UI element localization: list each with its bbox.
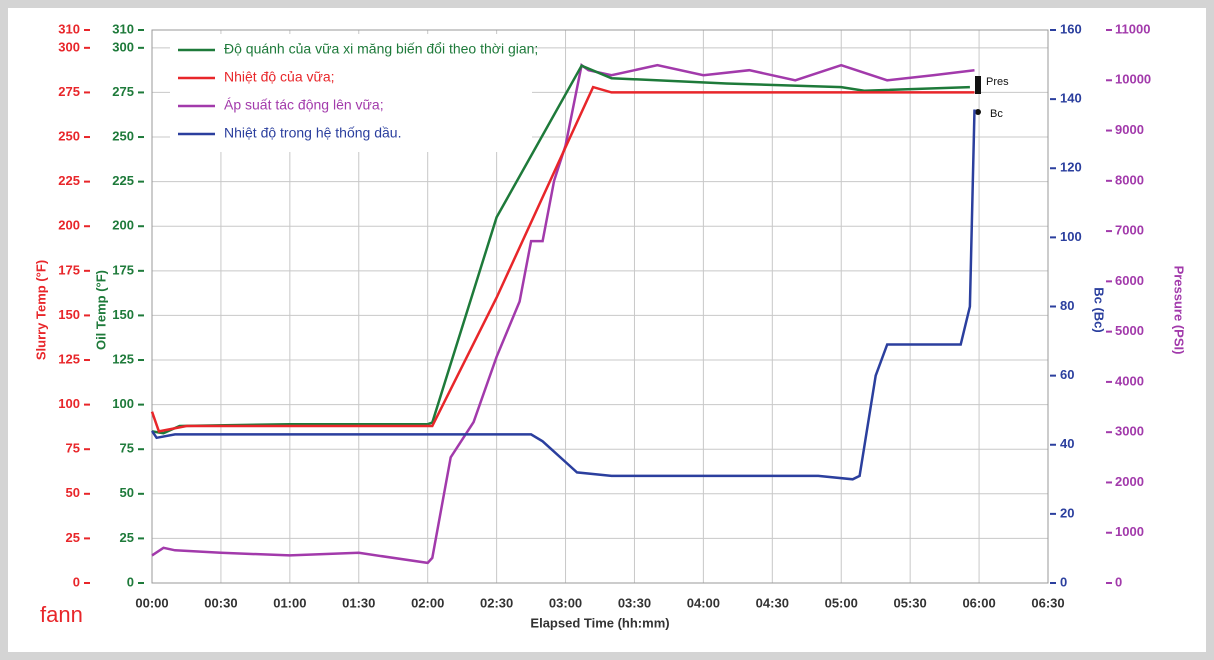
- y3-tick-label: 7000: [1115, 223, 1144, 238]
- y-tick-label: 200: [112, 218, 134, 233]
- y3-axis-title: Pressure (PSI): [1172, 266, 1187, 355]
- y-tick-label: 310: [58, 21, 80, 36]
- x-tick-label: 03:00: [549, 595, 582, 610]
- y-axis-title: Slurry Temp (°F): [33, 260, 48, 360]
- y3-tick-label: 2000: [1115, 474, 1144, 489]
- y2-tick-label: 100: [1060, 229, 1082, 244]
- y-tick-label: 250: [58, 128, 80, 143]
- y-tick-label: 310: [112, 21, 134, 36]
- end-marker: [975, 109, 981, 115]
- y-tick-label: 175: [112, 262, 134, 277]
- y3-tick-label: 10000: [1115, 72, 1151, 87]
- y3-tick-label: 4000: [1115, 373, 1144, 388]
- y-tick-label: 100: [112, 396, 134, 411]
- y3-tick-label: 3000: [1115, 424, 1144, 439]
- y-tick-label: 125: [58, 351, 80, 366]
- y3-tick-label: 9000: [1115, 122, 1144, 137]
- y-tick-label: 275: [58, 84, 80, 99]
- x-tick-label: 06:30: [1031, 595, 1064, 610]
- y-tick-label: 150: [112, 307, 134, 322]
- y2-tick-label: 120: [1060, 160, 1082, 175]
- x-axis-title: Elapsed Time (hh:mm): [530, 615, 669, 630]
- y-tick-label: 75: [66, 441, 80, 456]
- y-tick-label: 200: [58, 218, 80, 233]
- x-tick-label: 00:00: [135, 595, 168, 610]
- y-tick-label: 25: [120, 530, 134, 545]
- x-tick-label: 04:30: [756, 595, 789, 610]
- y2-tick-label: 160: [1060, 21, 1082, 36]
- series-line: [151, 64, 970, 435]
- x-tick-label: 03:30: [618, 595, 651, 610]
- x-tick-label: 00:30: [204, 595, 237, 610]
- y2-tick-label: 80: [1060, 298, 1074, 313]
- y-tick-label: 225: [112, 173, 134, 188]
- y3-tick-label: 0: [1115, 574, 1122, 589]
- y2-tick-label: 40: [1060, 436, 1074, 451]
- y-tick-label: 0: [127, 574, 134, 589]
- y2-tick-label: 60: [1060, 367, 1074, 382]
- x-tick-label: 06:00: [962, 595, 995, 610]
- plot-area: [151, 29, 1049, 584]
- y-tick-label: 250: [112, 128, 134, 143]
- x-tick-label: 05:30: [894, 595, 927, 610]
- x-tick-label: 05:00: [825, 595, 858, 610]
- y-tick-label: 75: [120, 441, 134, 456]
- end-marker: [975, 76, 981, 94]
- x-tick-label: 02:30: [480, 595, 513, 610]
- series-line: [150, 85, 975, 433]
- y-tick-label: 125: [112, 351, 134, 366]
- y2-tick-label: 0: [1060, 574, 1067, 589]
- x-tick-label: 04:00: [687, 595, 720, 610]
- y2-tick-label: 20: [1060, 505, 1074, 520]
- y-axis-title: Oil Temp (°F): [93, 270, 108, 350]
- legend-box: [170, 34, 532, 152]
- y-tick-label: 225: [58, 173, 80, 188]
- y-tick-label: 50: [120, 485, 134, 500]
- y2-axis-title: Bc (Bc): [1092, 287, 1107, 333]
- y2-tick-label: 140: [1060, 91, 1082, 106]
- x-tick-label: 01:00: [273, 595, 306, 610]
- y-tick-label: 25: [66, 530, 80, 545]
- legend-label: Nhiệt độ trong hệ thống dầu.: [224, 125, 401, 141]
- legend-label: Áp suất tác động lên vữa;: [224, 97, 384, 113]
- x-tick-label: 01:30: [342, 595, 375, 610]
- logo: fann: [40, 602, 83, 627]
- annotation: Pres: [986, 76, 1009, 88]
- y3-tick-label: 1000: [1115, 524, 1144, 539]
- legend-label: Nhiệt độ của vữa;: [224, 69, 335, 85]
- y-tick-label: 300: [112, 39, 134, 54]
- series-line: [151, 63, 975, 565]
- y-tick-label: 100: [58, 396, 80, 411]
- y3-tick-label: 6000: [1115, 273, 1144, 288]
- series-line: [150, 109, 976, 481]
- y-tick-label: 150: [58, 307, 80, 322]
- y-tick-label: 50: [66, 485, 80, 500]
- legend-label: Độ quánh của vữa xi măng biến đổi theo t…: [224, 41, 538, 57]
- x-tick-label: 02:00: [411, 595, 444, 610]
- y3-tick-label: 11000: [1115, 21, 1150, 36]
- y3-tick-label: 8000: [1115, 172, 1144, 187]
- y-tick-label: 0: [73, 574, 80, 589]
- annotation: Bc: [990, 108, 1003, 120]
- y-tick-label: 300: [58, 39, 80, 54]
- y-tick-label: 175: [58, 262, 80, 277]
- y-tick-label: 275: [112, 84, 134, 99]
- y3-tick-label: 5000: [1115, 323, 1144, 338]
